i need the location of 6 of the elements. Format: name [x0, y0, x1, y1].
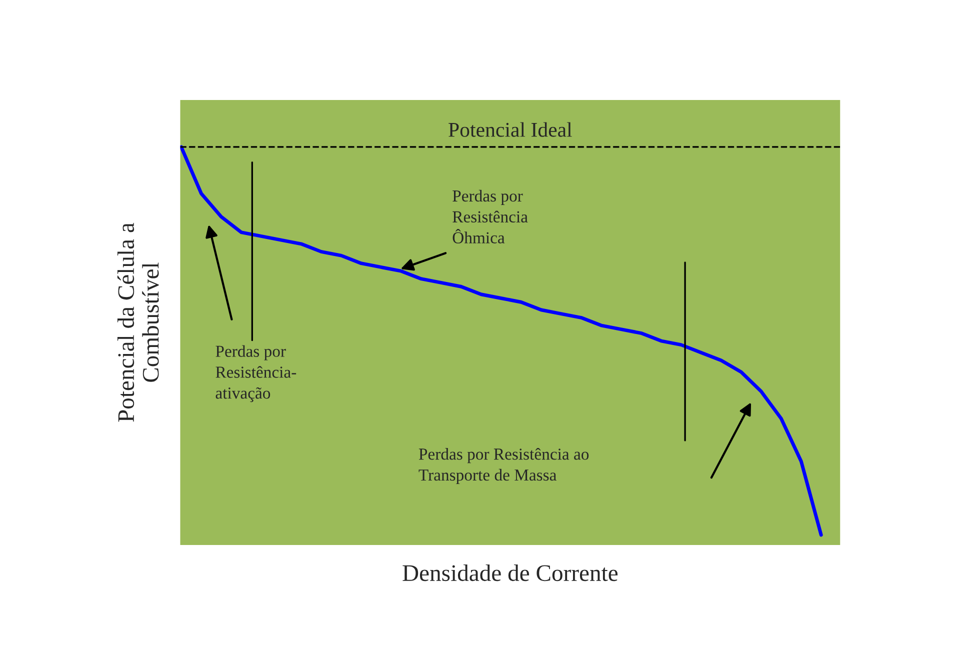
x-axis-title: Densidade de Corrente	[402, 564, 618, 582]
ref-line-label: Potencial Ideal	[448, 122, 572, 137]
y-axis-title: Potencial da Célula a Combustível	[117, 222, 159, 422]
annotation: Perdas por Resistência- ativação	[216, 345, 296, 402]
annotation: Perdas por Resistência ao Transporte de Massa	[418, 448, 589, 484]
annotation: Perdas por Resistência Ôhmica	[452, 190, 528, 244]
